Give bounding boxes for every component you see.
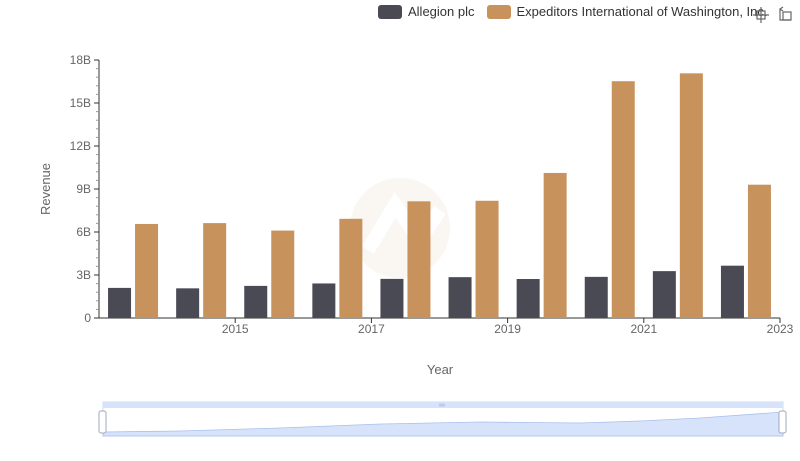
legend-swatch-allegion bbox=[378, 4, 402, 19]
y-tick-label: 12B bbox=[70, 139, 91, 153]
y-tick-label: 18B bbox=[70, 53, 91, 67]
chart-legend: Allegion plc Expeditors International of… bbox=[378, 4, 780, 19]
bar-allegion bbox=[312, 283, 336, 318]
x-tick-label: 2021 bbox=[630, 322, 657, 336]
y-axis: 0 3B 6B 9B 12B 15B 18B bbox=[70, 53, 100, 325]
bar-allegion bbox=[108, 287, 132, 318]
bar-allegion bbox=[244, 285, 268, 318]
legend-swatch-expeditors bbox=[486, 4, 511, 19]
bar-expeditors bbox=[747, 184, 771, 318]
datazoom-handle-left[interactable] bbox=[98, 410, 107, 434]
bar-allegion bbox=[176, 288, 200, 318]
legend-item-allegion[interactable]: Allegion plc bbox=[378, 4, 475, 19]
legend-label-expeditors: Expeditors International of Washington, … bbox=[516, 4, 768, 19]
y-tick-label: 0 bbox=[84, 311, 91, 325]
bar-expeditors bbox=[475, 200, 499, 318]
bar-expeditors bbox=[679, 73, 703, 318]
datazoom-handle-right[interactable] bbox=[778, 410, 787, 434]
bar-expeditors bbox=[407, 201, 431, 318]
y-axis-title: Revenue bbox=[38, 163, 53, 215]
bar-expeditors bbox=[135, 223, 159, 318]
bar-allegion bbox=[652, 271, 676, 318]
datazoom-preview-area bbox=[102, 411, 784, 437]
bar-expeditors bbox=[611, 81, 635, 318]
bar-expeditors bbox=[203, 223, 227, 318]
bar-allegion bbox=[720, 265, 744, 318]
bars-layer bbox=[108, 73, 771, 318]
x-axis-title: Year bbox=[427, 362, 454, 377]
bar-allegion bbox=[448, 277, 472, 318]
zoom-crosshair-icon[interactable] bbox=[752, 6, 770, 24]
x-tick-label: 2019 bbox=[494, 322, 521, 336]
bar-allegion bbox=[380, 278, 404, 318]
grip-icon[interactable] bbox=[439, 403, 445, 407]
watermark-logo bbox=[350, 178, 450, 278]
x-tick-label: 2017 bbox=[358, 322, 385, 336]
bar-expeditors bbox=[271, 230, 295, 318]
bar-allegion bbox=[584, 276, 608, 318]
y-tick-label: 3B bbox=[76, 268, 91, 282]
legend-label-allegion: Allegion plc bbox=[408, 4, 475, 19]
datazoom-range-bar[interactable] bbox=[103, 402, 783, 408]
bar-expeditors bbox=[339, 218, 363, 318]
restore-icon[interactable] bbox=[776, 6, 794, 24]
x-axis: 2015 2017 2019 2021 2023 bbox=[99, 317, 794, 336]
bar-expeditors bbox=[543, 172, 567, 318]
bar-allegion bbox=[516, 279, 540, 318]
y-tick-label: 6B bbox=[76, 225, 91, 239]
datazoom-slider[interactable] bbox=[98, 401, 787, 437]
x-tick-label: 2015 bbox=[222, 322, 249, 336]
x-tick-label: 2023 bbox=[767, 322, 794, 336]
y-tick-label: 15B bbox=[70, 96, 91, 110]
legend-item-expeditors[interactable]: Expeditors International of Washington, … bbox=[486, 4, 768, 19]
chart-toolbar bbox=[746, 6, 794, 24]
y-tick-label: 9B bbox=[76, 182, 91, 196]
